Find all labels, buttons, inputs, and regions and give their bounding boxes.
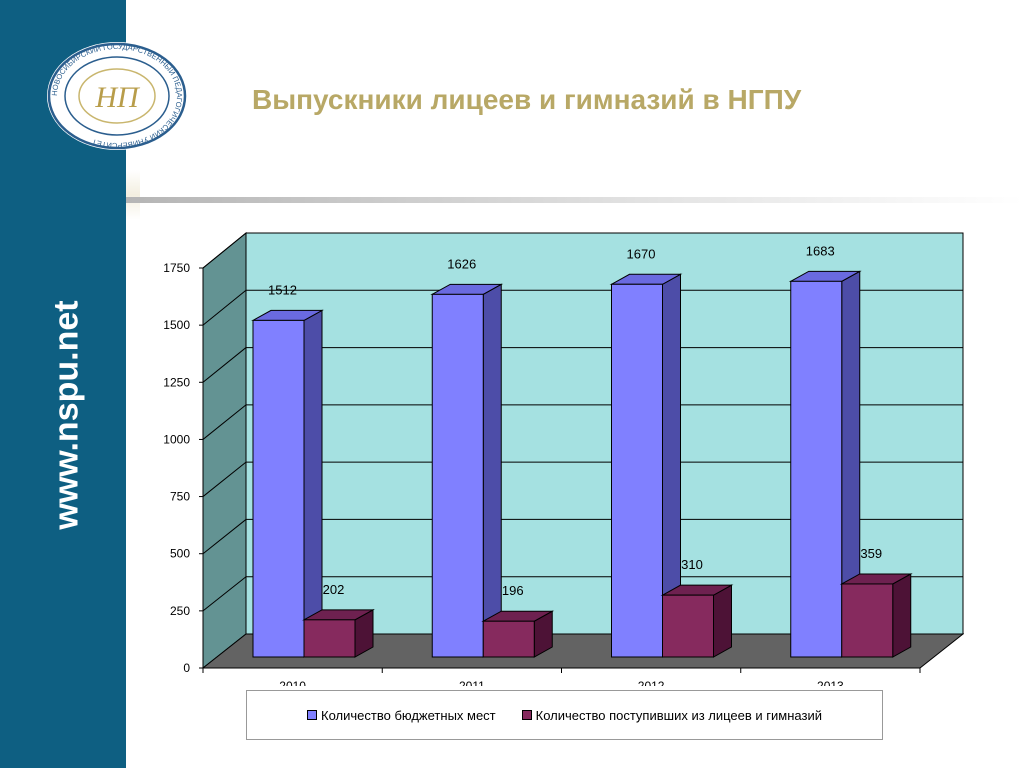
bar (660, 584, 734, 658)
legend-label: Количество бюджетных мест (321, 707, 496, 723)
university-logo: НОВОСИБИРСКИЙ ГОСУДАРСТВЕННЫЙ ПЕДАГОГИЧЕ… (47, 42, 187, 150)
y-tick-label: 1250 (163, 375, 190, 389)
logo-monogram: НП (94, 81, 141, 114)
x-tick-label: 2010 (279, 679, 306, 686)
bar (788, 270, 862, 658)
y-tick-label: 250 (170, 604, 190, 618)
data-label: 359 (860, 546, 882, 561)
bar (251, 309, 324, 658)
bar-front (303, 619, 356, 658)
y-tick-label: 1000 (163, 432, 190, 446)
y-tick-label: 0 (183, 661, 190, 675)
bar (609, 273, 683, 658)
y-tick-label: 1500 (163, 318, 190, 332)
decor-accent (126, 170, 140, 220)
bar-front (841, 583, 894, 658)
bar-side (713, 584, 732, 658)
bar-side (303, 309, 323, 658)
x-tick-label: 2011 (459, 679, 485, 686)
gridline (202, 232, 247, 269)
y-tick-label: 750 (170, 490, 190, 504)
gridline (202, 576, 247, 612)
gridline (202, 519, 247, 555)
site-url[interactable]: www.nspu.net (47, 300, 86, 530)
y-tick-label: 500 (170, 547, 190, 561)
gridline (202, 404, 247, 440)
bar-front (790, 280, 843, 658)
data-label: 1683 (806, 243, 835, 258)
bar (481, 610, 555, 658)
bar-front (611, 283, 663, 658)
bar-front (252, 319, 305, 658)
legend-label: Количество поступивших из лицеев и гимна… (535, 707, 822, 723)
bar-side (892, 573, 912, 658)
title-divider (126, 197, 1024, 203)
bar-front (482, 620, 535, 658)
data-label: 196 (502, 583, 524, 598)
y-tick-label: 1750 (163, 261, 190, 275)
gridline (202, 347, 247, 383)
chart-legend: Количество бюджетных мест Количество пос… (246, 690, 883, 740)
data-label: 1626 (447, 256, 476, 271)
data-label: 310 (681, 557, 703, 572)
bar-chart: 0 250 500 750 1000 1250 1500 1750 2010 2011 2012 20… (163, 231, 964, 686)
bar (302, 608, 375, 658)
data-label: 1512 (268, 282, 297, 297)
chart-side-wall (202, 231, 247, 670)
bar-front (662, 594, 714, 658)
gridline (202, 461, 247, 497)
bar-side (482, 283, 502, 658)
x-tick-label: 2013 (817, 679, 844, 686)
chart-walls (201, 231, 964, 670)
data-label: 1670 (627, 246, 656, 261)
page-title: Выпускники лицеев и гимназий в НГПУ (252, 84, 802, 115)
data-label: 202 (323, 582, 345, 597)
bar (430, 283, 504, 658)
legend-swatch (307, 710, 318, 720)
bar (839, 573, 913, 658)
gridline (202, 289, 247, 326)
legend-item-lyceum-admitted: Количество поступивших из лицеев и гимна… (521, 707, 822, 723)
legend-swatch (521, 710, 532, 720)
x-tick-label: 2012 (638, 679, 665, 686)
legend-item-budget-places: Количество бюджетных мест (307, 708, 496, 723)
bar-front (431, 293, 484, 658)
